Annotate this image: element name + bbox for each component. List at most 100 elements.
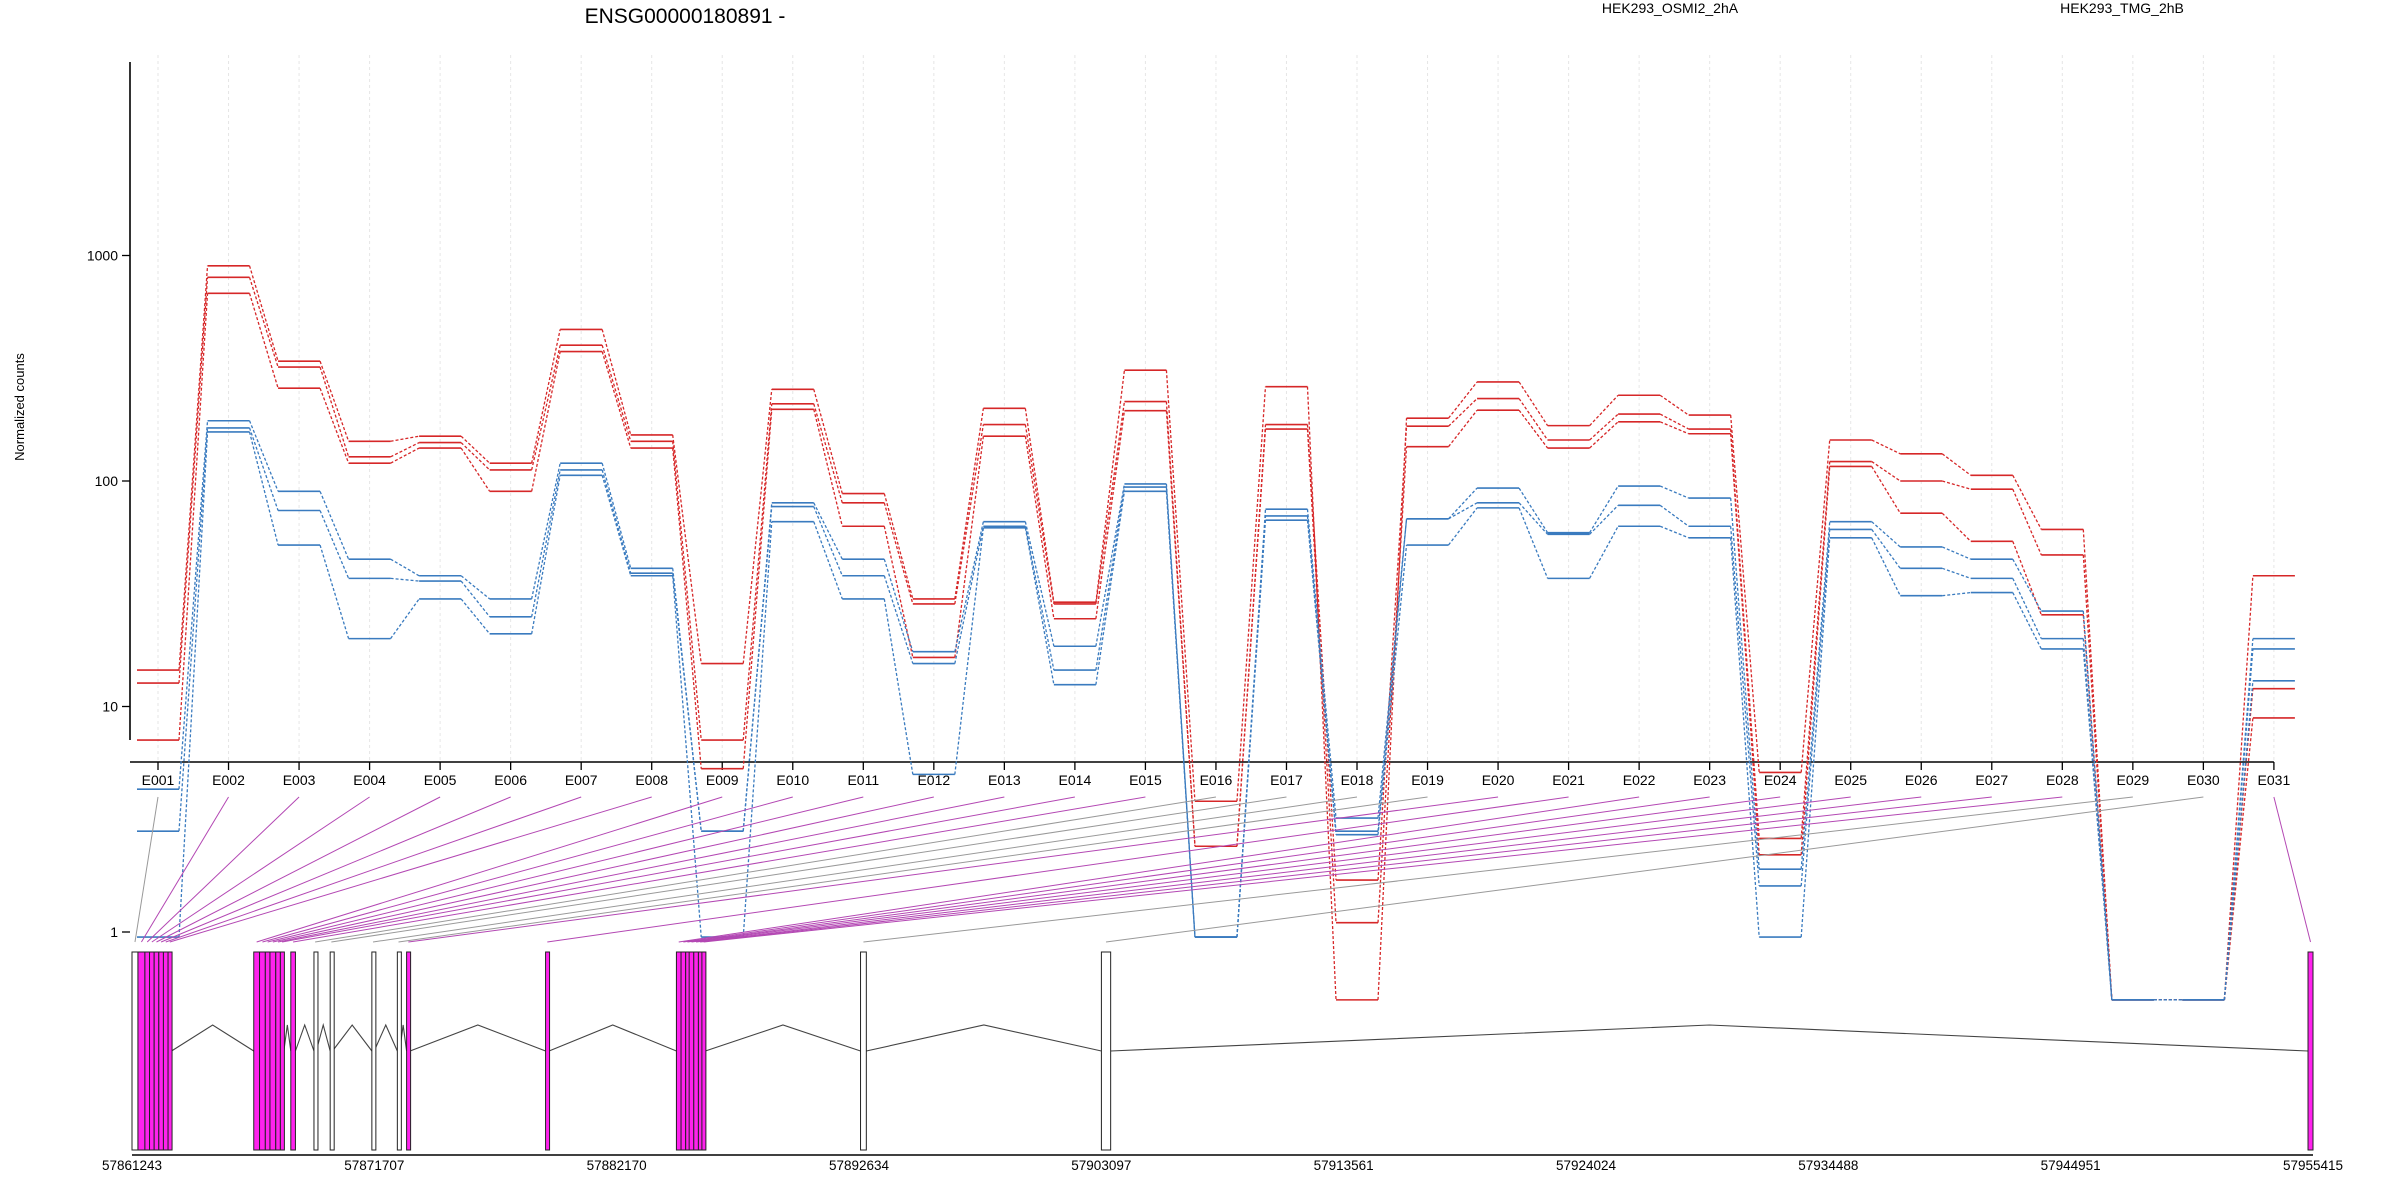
data-connector [1871, 521, 1901, 548]
data-connector [2012, 578, 2042, 639]
exon-connector [703, 796, 2063, 943]
x-tick-label: E021 [1552, 772, 1585, 788]
x-tick-label: E030 [2187, 772, 2220, 788]
exon-connector [678, 796, 1640, 943]
exon-box [275, 951, 281, 1151]
x-tick-label: E002 [212, 772, 245, 788]
data-connector [672, 447, 702, 769]
data-connector [1730, 498, 1760, 870]
data-connector [1942, 567, 1971, 579]
data-connector [1095, 486, 1126, 671]
exon-box [860, 951, 867, 1151]
exon-connector [687, 796, 1781, 943]
data-connector [319, 491, 350, 560]
genomic-coordinate-label: 57944951 [2041, 1158, 2101, 1173]
data-connector [1518, 398, 1549, 441]
exon-box [279, 951, 285, 1151]
data-connector [1377, 544, 1408, 835]
intron-line [171, 1024, 255, 1052]
data-connector [883, 493, 914, 600]
data-connector [954, 521, 984, 652]
data-connector [390, 598, 420, 639]
intron-line [294, 1023, 315, 1052]
data-connector [460, 598, 491, 635]
data-connector [1306, 515, 1337, 832]
data-connector [1800, 439, 1831, 773]
data-connector [1024, 436, 1055, 619]
data-connector [319, 510, 350, 579]
data-connector [178, 427, 209, 832]
y-tick-label: 100 [95, 473, 119, 489]
data-connector [460, 447, 491, 492]
data-connector [1800, 521, 1831, 870]
data-connector [1236, 428, 1267, 847]
data-connector [601, 469, 632, 574]
series-6 [137, 431, 2295, 1001]
data-connector [531, 351, 561, 492]
exon-connector [547, 796, 1569, 943]
exon-box [131, 951, 139, 1151]
x-tick-label: E005 [424, 772, 457, 788]
exon-connector [282, 796, 1075, 943]
data-connector [178, 277, 209, 684]
data-connector [954, 408, 985, 600]
data-connector [1941, 512, 1972, 542]
data-connector [531, 345, 561, 471]
data-connector [1942, 591, 1971, 597]
data-connector [1024, 408, 1055, 603]
x-tick-label: E010 [776, 772, 809, 788]
exon-box [158, 951, 164, 1151]
data-connector [601, 329, 632, 436]
data-connector [248, 265, 279, 362]
data-connector [1024, 424, 1055, 605]
x-tick-label: E022 [1623, 772, 1656, 788]
exon-box [313, 951, 319, 1151]
data-connector [1306, 509, 1337, 819]
genomic-coordinate-label: 57871707 [344, 1158, 404, 1173]
exon-box [167, 951, 173, 1151]
data-connector [1730, 537, 1760, 938]
exon-connector [277, 796, 1005, 943]
x-tick-label: E029 [2116, 772, 2149, 788]
data-connector [1589, 504, 1619, 535]
exon-connector-lines [134, 796, 2311, 943]
x-tick-label: E009 [706, 772, 739, 788]
data-connector [178, 420, 209, 790]
data-connector [672, 434, 702, 664]
data-connector [1518, 502, 1549, 535]
exon-box [688, 951, 695, 1151]
exon-box [680, 951, 687, 1151]
data-connector [1095, 483, 1126, 647]
data-connector [1236, 520, 1267, 938]
data-connector [2012, 488, 2042, 556]
data-connector [1095, 401, 1126, 605]
intron-line [315, 1022, 331, 1052]
series-lines [137, 265, 2295, 1001]
x-tick-label: E025 [1834, 772, 1867, 788]
data-connector [531, 475, 561, 634]
x-tick-label: E014 [1059, 772, 1092, 788]
data-connector [1659, 413, 1689, 430]
genomic-coordinate-label: 57903097 [1071, 1158, 1131, 1173]
genomic-coordinate-label: 57861243 [102, 1158, 162, 1173]
exon-connector [372, 796, 1358, 943]
exon-connector [165, 796, 582, 943]
exon-connector [2273, 796, 2311, 943]
y-tick-label: 10 [102, 699, 118, 715]
x-tick-label: E003 [283, 772, 316, 788]
x-tick-label: E026 [1905, 772, 1938, 788]
y-axis-label: Normalized counts [12, 353, 27, 461]
exon-box [259, 951, 266, 1151]
data-connector [1518, 381, 1549, 426]
intron-line [866, 1024, 1102, 1052]
data-connector [1589, 394, 1619, 427]
data-connector [460, 580, 491, 618]
data-connector [883, 598, 914, 775]
data-connector [1589, 485, 1619, 534]
legend-item-osmi2: HEK293_OSMI2_2hA [1602, 0, 1739, 16]
data-connector [1800, 537, 1831, 938]
exon-box [693, 951, 699, 1151]
data-connector [2012, 541, 2042, 616]
data-connector [460, 435, 491, 464]
